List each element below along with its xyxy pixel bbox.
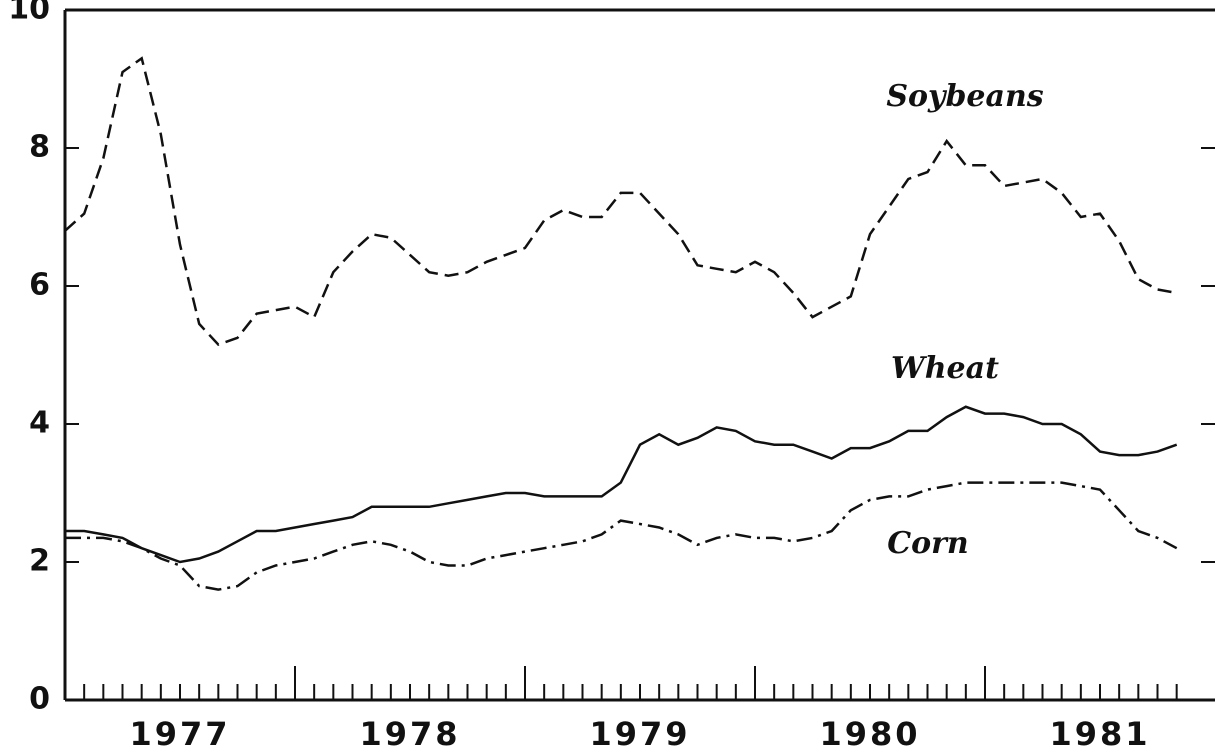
series-line: [64, 56, 1177, 347]
series-line: [65, 405, 1178, 564]
y-tick-label: 6: [29, 268, 50, 303]
x-tick-label: 1979: [589, 715, 690, 753]
y-tick-label: 2: [29, 544, 50, 579]
series-label: Wheat: [891, 351, 999, 386]
y-tick-label: 10: [8, 0, 50, 27]
x-tick-label: 1980: [819, 715, 920, 753]
series-line: [65, 481, 1178, 591]
x-tick-label: 1981: [1049, 715, 1150, 753]
x-tick-label: 1977: [129, 715, 230, 753]
series-label: Soybeans: [886, 79, 1043, 114]
y-tick-label: 4: [29, 406, 50, 441]
series-label: Corn: [887, 526, 969, 561]
y-tick-label: 8: [29, 130, 50, 165]
x-tick-label: 1978: [359, 715, 460, 753]
y-tick-label: 0: [29, 682, 50, 717]
